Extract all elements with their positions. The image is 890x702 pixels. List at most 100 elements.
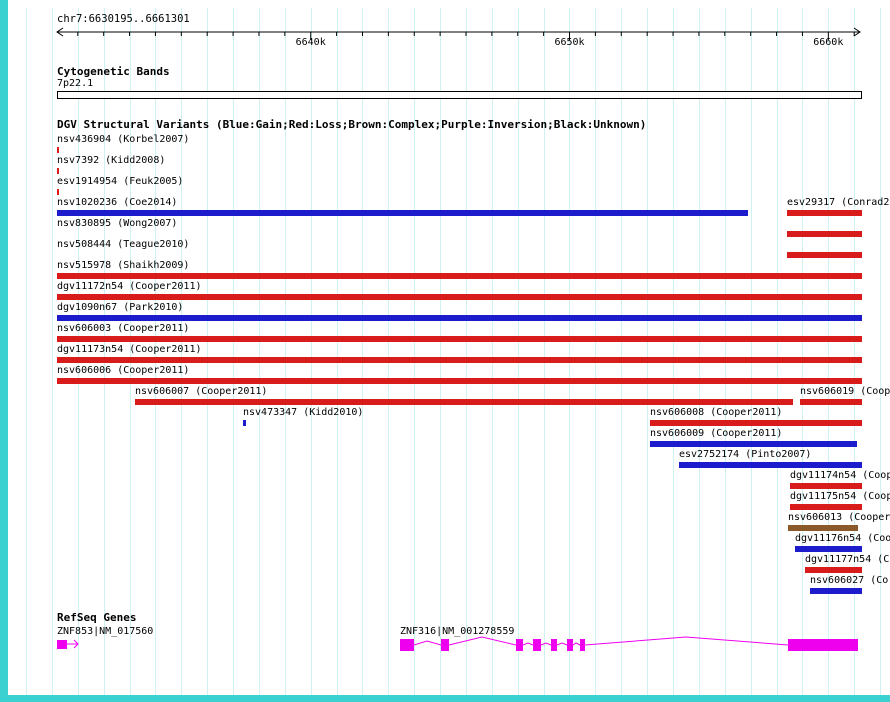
variant-bar[interactable] bbox=[788, 525, 858, 531]
variant-label[interactable]: nsv606009 (Cooper2011) bbox=[650, 428, 783, 439]
variant-bar[interactable] bbox=[57, 273, 862, 279]
exon[interactable] bbox=[57, 640, 67, 649]
exon[interactable] bbox=[788, 639, 858, 651]
grid-line bbox=[802, 8, 804, 695]
grid-line bbox=[362, 8, 364, 695]
variant-label[interactable]: dgv11173n54 (Cooper2011) bbox=[57, 344, 202, 355]
variant-label[interactable]: nsv606007 (Cooper2011) bbox=[135, 386, 268, 397]
exon[interactable] bbox=[533, 639, 541, 651]
variant-bar[interactable] bbox=[810, 588, 862, 594]
grid-line bbox=[414, 8, 416, 695]
variant-bar[interactable] bbox=[650, 441, 857, 447]
grid-line bbox=[465, 8, 467, 695]
variant-bar[interactable] bbox=[57, 147, 59, 153]
intron-line[interactable] bbox=[413, 636, 789, 646]
variant-label[interactable]: nsv436904 (Korbel2007) bbox=[57, 134, 190, 145]
grid-line bbox=[828, 8, 830, 695]
variant-label[interactable]: nsv606027 (Co bbox=[810, 575, 889, 586]
section-title-dgv-variants: DGV Structural Variants (Blue:Gain;Red:L… bbox=[57, 118, 647, 131]
grid-line bbox=[258, 8, 260, 695]
variant-bar[interactable] bbox=[57, 357, 862, 363]
grid-line bbox=[310, 8, 312, 695]
grid-line bbox=[51, 8, 53, 695]
panel-frame-bottom bbox=[0, 695, 890, 702]
section-title-cytogenetic-bands: Cytogenetic Bands bbox=[57, 65, 170, 78]
grid-line bbox=[129, 8, 131, 695]
variant-label[interactable]: dgv1090n67 (Park2010) bbox=[57, 302, 184, 313]
grid-line bbox=[388, 8, 390, 695]
grid-line bbox=[569, 8, 571, 695]
exon[interactable] bbox=[580, 639, 585, 651]
grid-line bbox=[26, 8, 27, 695]
variant-bar[interactable] bbox=[57, 336, 862, 342]
grid-line bbox=[181, 8, 183, 695]
gene-label[interactable]: ZNF316|NM_001278559 bbox=[400, 626, 515, 637]
variant-label[interactable]: nsv508444 (Teague2010) bbox=[57, 239, 190, 250]
variant-label[interactable]: nsv606008 (Cooper2011) bbox=[650, 407, 783, 418]
grid-line bbox=[543, 8, 545, 695]
variant-bar[interactable] bbox=[135, 399, 793, 405]
variant-label[interactable]: esv2752174 (Pinto2007) bbox=[679, 449, 812, 460]
grid-line bbox=[854, 8, 856, 695]
variant-bar[interactable] bbox=[57, 210, 748, 216]
variant-bar[interactable] bbox=[650, 420, 862, 426]
variant-label[interactable]: esv1914954 (Feuk2005) bbox=[57, 176, 184, 187]
variant-label[interactable]: nsv606019 (Coope bbox=[800, 386, 890, 397]
panel-frame-left bbox=[0, 0, 8, 702]
variant-bar[interactable] bbox=[787, 210, 862, 216]
grid-line bbox=[103, 8, 105, 695]
variant-label[interactable]: dgv11172n54 (Cooper2011) bbox=[57, 281, 202, 292]
variant-bar[interactable] bbox=[790, 483, 862, 489]
variant-label[interactable]: nsv606013 (Cooper bbox=[788, 512, 890, 523]
grid-line bbox=[724, 8, 726, 695]
cytoband-glyph bbox=[57, 91, 862, 99]
region-coordinates: chr7:6630195..6661301 bbox=[57, 13, 190, 25]
variant-label[interactable]: nsv473347 (Kidd2010) bbox=[243, 407, 364, 418]
variant-bar[interactable] bbox=[679, 462, 862, 468]
variant-bar[interactable] bbox=[805, 567, 862, 573]
grid-line bbox=[284, 8, 286, 695]
variant-bar[interactable] bbox=[787, 252, 862, 258]
variant-bar[interactable] bbox=[243, 420, 246, 426]
variant-label[interactable]: dgv11177n54 (C bbox=[805, 554, 890, 565]
grid-line bbox=[621, 8, 623, 695]
grid-line bbox=[517, 8, 519, 695]
ruler-tick-label: 6640k bbox=[295, 37, 326, 48]
ruler-tick-label: 6650k bbox=[554, 37, 585, 48]
variant-label[interactable]: nsv830895 (Wong2007) bbox=[57, 218, 178, 229]
variant-label[interactable]: esv29317 (Conrad2 bbox=[787, 197, 890, 208]
grid-line bbox=[336, 8, 338, 695]
grid-line bbox=[155, 8, 157, 695]
grid-line bbox=[77, 8, 79, 695]
variant-bar[interactable] bbox=[57, 294, 862, 300]
grid-line bbox=[595, 8, 597, 695]
variant-label[interactable]: nsv1020236 (Coe2014) bbox=[57, 197, 178, 208]
grid-line bbox=[233, 8, 235, 695]
variant-bar[interactable] bbox=[800, 399, 862, 405]
section-title-refseq-genes: RefSeq Genes bbox=[57, 611, 137, 624]
variant-bar[interactable] bbox=[57, 315, 862, 321]
variant-label[interactable]: nsv515978 (Shaikh2009) bbox=[57, 260, 190, 271]
gene-label[interactable]: ZNF853|NM_017560 bbox=[57, 626, 154, 637]
variant-label[interactable]: dgv11176n54 (Coo bbox=[795, 533, 890, 544]
grid-line bbox=[207, 8, 209, 695]
variant-bar[interactable] bbox=[787, 231, 862, 237]
variant-bar[interactable] bbox=[57, 189, 59, 195]
exon[interactable] bbox=[441, 639, 449, 651]
variant-bar[interactable] bbox=[57, 168, 59, 174]
exon[interactable] bbox=[400, 639, 414, 651]
variant-label[interactable]: dgv11174n54 (Coop bbox=[790, 470, 890, 481]
variant-label[interactable]: nsv7392 (Kidd2008) bbox=[57, 155, 166, 166]
grid-line bbox=[440, 8, 442, 695]
variant-bar[interactable] bbox=[795, 546, 862, 552]
exon[interactable] bbox=[551, 639, 557, 651]
variant-label[interactable]: nsv606003 (Cooper2011) bbox=[57, 323, 190, 334]
variant-label[interactable]: dgv11175n54 (Coop bbox=[790, 491, 890, 502]
cytoband-label: 7p22.1 bbox=[57, 78, 94, 89]
variant-bar[interactable] bbox=[790, 504, 862, 510]
variant-bar[interactable] bbox=[57, 378, 862, 384]
grid-line bbox=[698, 8, 700, 695]
ruler-arrow-left-icon bbox=[56, 27, 64, 37]
variant-label[interactable]: nsv606006 (Cooper2011) bbox=[57, 365, 190, 376]
